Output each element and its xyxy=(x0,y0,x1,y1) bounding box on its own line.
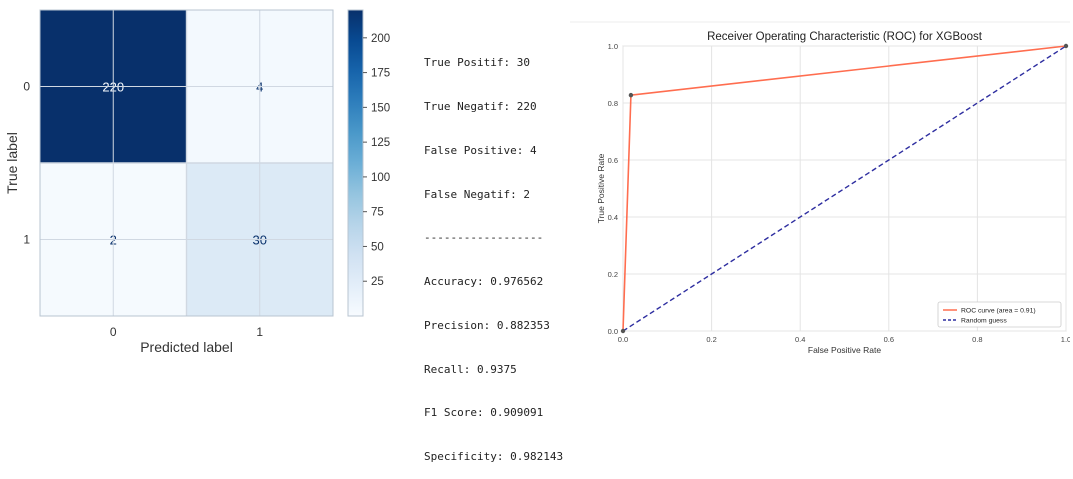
metric-separator: ------------------ xyxy=(424,231,544,245)
x-tick-label: 0 xyxy=(110,325,117,339)
metric-line: False Negatif: 2 xyxy=(424,187,530,201)
chart-title: Receiver Operating Characteristic (ROC) … xyxy=(707,31,983,43)
colorbar-tick-label: 75 xyxy=(371,207,384,219)
x-axis-label: False Positive Rate xyxy=(808,345,881,355)
metrics-panel: True Positif: 30 True Negatif: 220 False… xyxy=(424,27,563,479)
plot-border xyxy=(39,9,334,317)
metric-line: True Positif: 30 xyxy=(424,56,530,70)
colorbar-tick-label: 175 xyxy=(371,68,390,80)
legend xyxy=(937,301,1062,328)
x-tick-label: 1.0 xyxy=(1061,335,1070,344)
colorbar-tick-label: 150 xyxy=(371,102,390,114)
legend-label: ROC curve (area = 0.91) xyxy=(961,308,1036,315)
metric-line: Precision: 0.882353 xyxy=(424,318,550,332)
colorbar-tick-label: 125 xyxy=(371,137,390,149)
y-tick-label: 0 xyxy=(23,80,30,94)
plot-area xyxy=(622,45,1067,332)
y-tick-label: 1.0 xyxy=(608,42,618,51)
metric-line: Specificity: 0.982143 xyxy=(424,450,564,464)
metric-line: Accuracy: 0.976562 xyxy=(424,275,544,289)
colorbar xyxy=(347,9,364,317)
y-tick-label: 0.6 xyxy=(608,156,618,165)
colorbar-tick-label: 50 xyxy=(371,241,384,253)
x-tick-label: 1 xyxy=(256,325,263,339)
legend-label: Random guess xyxy=(961,318,1007,325)
metric-line: Recall: 0.9375 xyxy=(424,362,517,376)
roc-point xyxy=(1063,43,1069,49)
y-tick-label: 1 xyxy=(23,233,30,247)
colorbar-tick-label: 200 xyxy=(371,33,390,45)
x-tick-label: 0.4 xyxy=(795,335,805,344)
y-tick-label: 0.0 xyxy=(608,327,618,336)
x-tick-label: 0.8 xyxy=(972,335,982,344)
x-tick-label: 0.2 xyxy=(706,335,716,344)
y-axis-label: True Positive Rate xyxy=(596,153,606,223)
y-axis-label: True label xyxy=(4,132,20,194)
metric-line: False Positive: 4 xyxy=(424,143,537,157)
metric-line: F1 Score: 0.909091 xyxy=(424,406,544,420)
colorbar-tick-label: 100 xyxy=(371,172,390,184)
y-tick-label: 0.4 xyxy=(608,213,618,222)
roc-point xyxy=(620,328,626,334)
y-tick-label: 0.8 xyxy=(608,99,618,108)
y-tick-label: 0.2 xyxy=(608,270,618,279)
x-tick-label: 0.6 xyxy=(884,335,894,344)
roc-point xyxy=(628,92,634,98)
x-axis-label: Predicted label xyxy=(140,339,233,355)
metric-line: True Negatif: 220 xyxy=(424,99,537,113)
colorbar-tick-label: 25 xyxy=(371,276,384,288)
x-tick-label: 0.0 xyxy=(618,335,628,344)
roc-chart: 0.0 0.2 0.4 0.6 0.8 1.0 0.0 0.2 0.4 0.6 0.8 1.0 Rece… xyxy=(570,21,1070,355)
